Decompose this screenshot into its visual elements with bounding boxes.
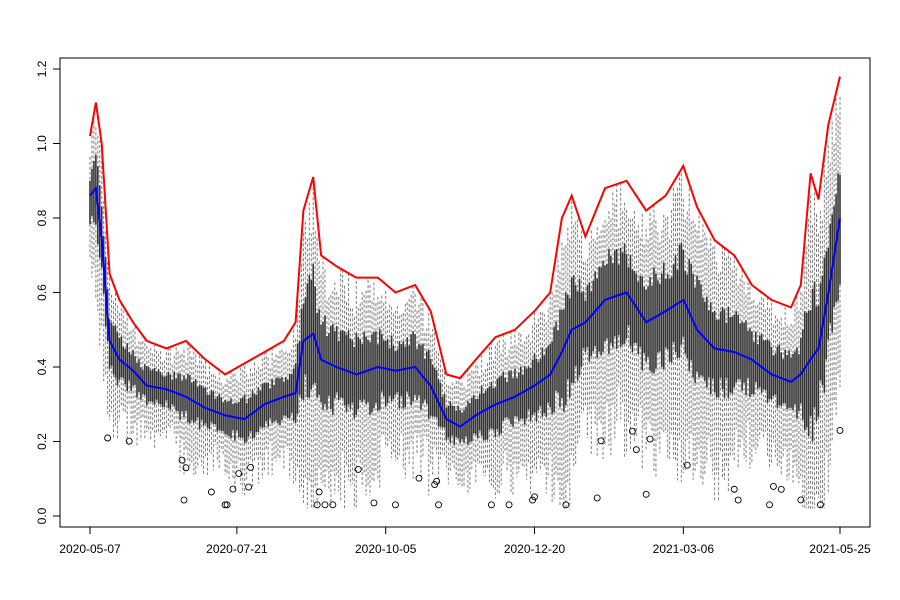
outlier-point <box>207 488 215 496</box>
outlier-point <box>646 435 654 443</box>
outlier-point <box>235 470 243 477</box>
outlier-point <box>628 427 636 435</box>
outlier-point <box>836 426 844 434</box>
outlier-point <box>223 501 231 509</box>
y-tick-label: 0.6 <box>35 284 49 301</box>
outlier-point <box>180 496 188 504</box>
x-tick-label: 2020-07-21 <box>206 542 268 556</box>
outlier-point <box>487 501 495 509</box>
x-tick-label: 2021-05-25 <box>809 542 871 556</box>
outlier-point <box>529 496 537 504</box>
x-tick-label: 2020-12-20 <box>504 542 566 556</box>
outlier-point <box>642 490 650 498</box>
outlier-point <box>221 501 229 509</box>
outlier-point <box>593 494 601 502</box>
outlier-point <box>505 501 513 509</box>
outlier-layer <box>104 426 844 509</box>
box-layer <box>89 154 841 445</box>
plot-frame <box>59 57 871 528</box>
outlier-point <box>562 501 570 509</box>
outlier-point <box>321 501 329 509</box>
outlier-point <box>245 483 253 491</box>
outlier-point <box>247 463 255 471</box>
x-axis: 2020-05-07 2020-07-21 2020-10-05 2020-12-20… <box>59 526 871 556</box>
outlier-point <box>632 446 640 454</box>
y-tick-label: 0.2 <box>35 433 49 450</box>
outlier-point <box>229 485 237 493</box>
outlier-point <box>313 501 321 509</box>
whisker-layer <box>89 96 841 509</box>
outlier-point <box>329 501 337 509</box>
y-tick-label: 1.0 <box>35 135 49 152</box>
x-tick-label: 2020-10-05 <box>355 542 417 556</box>
x-tick-label: 2020-05-07 <box>59 542 121 556</box>
outlier-point <box>769 482 777 490</box>
outlier-point <box>370 499 378 507</box>
max-line <box>89 76 841 380</box>
outlier-point <box>104 434 112 442</box>
outlier-point <box>354 465 362 473</box>
y-tick-label: 1.2 <box>35 60 49 77</box>
x-tick-label: 2021-03-06 <box>653 542 715 556</box>
outlier-point <box>182 464 190 472</box>
outlier-point <box>125 437 133 445</box>
y-axis: 0.0 0.2 0.4 0.6 0.8 1.0 1.2 <box>35 60 61 524</box>
outlier-point <box>531 493 538 501</box>
outlier-point <box>178 456 186 464</box>
outlier-point <box>597 437 605 445</box>
outlier-point <box>777 485 785 493</box>
outlier-point <box>734 496 742 504</box>
y-tick-label: 0.8 <box>35 209 49 226</box>
outlier-point <box>816 501 824 509</box>
outlier-point <box>392 501 399 509</box>
outlier-point <box>683 461 691 469</box>
y-tick-label: 0.4 <box>35 358 49 375</box>
outlier-point <box>766 501 773 509</box>
outlier-point <box>435 501 443 509</box>
outlier-point <box>315 488 323 496</box>
outlier-point <box>730 485 738 493</box>
outlier-point <box>415 474 423 482</box>
outlier-point <box>797 496 805 504</box>
median-line <box>89 185 841 428</box>
outlier-point <box>433 477 441 485</box>
y-tick-label: 0.0 <box>35 507 49 524</box>
